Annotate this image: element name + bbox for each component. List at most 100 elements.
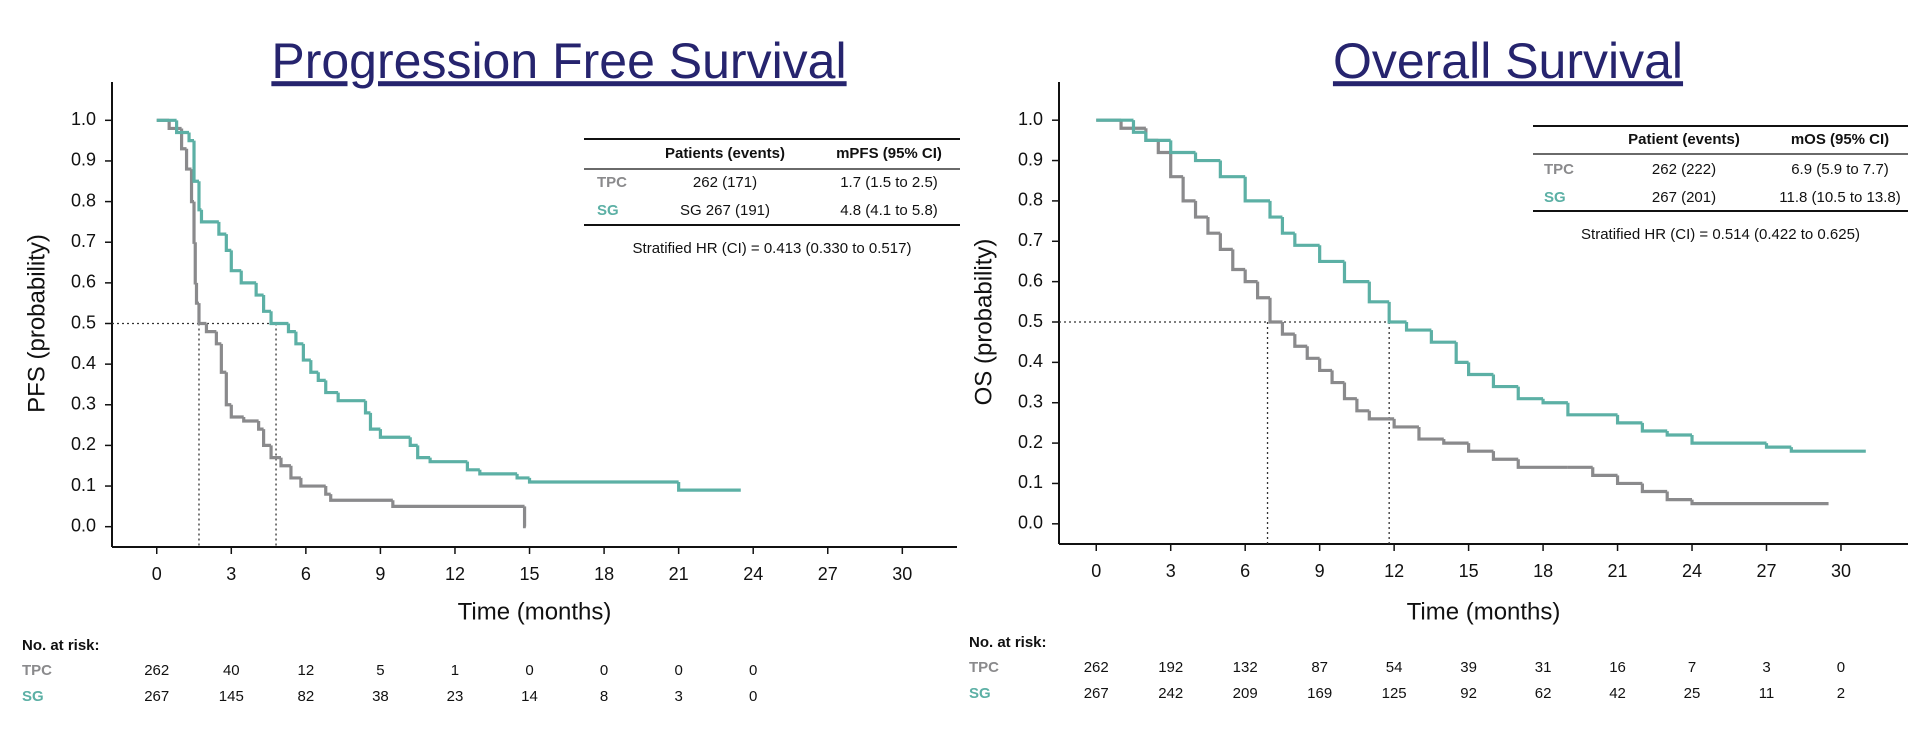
curve-step xyxy=(286,323,296,334)
curve-step xyxy=(199,209,219,224)
at-risk-count: 25 xyxy=(1684,685,1701,702)
curve-step xyxy=(1541,398,1568,405)
curve-step xyxy=(1491,374,1519,389)
curve-step xyxy=(1156,140,1171,155)
table-header: Patients (events) xyxy=(665,145,785,162)
curve-step xyxy=(391,500,525,508)
at-risk-count: 16 xyxy=(1609,659,1626,676)
at-risk-count: 39 xyxy=(1460,659,1477,676)
curve-step xyxy=(1206,217,1221,235)
x-tick-label: 15 xyxy=(1459,561,1479,581)
at-risk-row-label: SG xyxy=(969,685,991,702)
curve-step xyxy=(1690,435,1767,445)
at-risk-count: 262 xyxy=(1084,659,1109,676)
curve-step xyxy=(677,481,741,492)
x-tick-label: 18 xyxy=(1533,561,1553,581)
curve-step xyxy=(1268,297,1283,324)
curve-step xyxy=(1615,414,1643,425)
table-row-label: TPC xyxy=(1544,161,1574,178)
curve-step xyxy=(262,429,272,448)
at-risk-count: 40 xyxy=(223,662,240,679)
curve-step xyxy=(1516,386,1544,401)
at-risk-count: 92 xyxy=(1460,685,1477,702)
curve-step xyxy=(219,343,227,374)
curve-step xyxy=(1218,160,1246,179)
x-tick-label: 30 xyxy=(892,564,912,584)
table-header: Patient (events) xyxy=(1628,131,1740,148)
survival-curve xyxy=(156,118,741,492)
at-risk-count: 54 xyxy=(1386,659,1403,676)
curve-step xyxy=(1119,120,1146,130)
curve-step xyxy=(1293,334,1308,348)
x-tick-label: 6 xyxy=(301,564,311,584)
at-risk-count: 3 xyxy=(1762,659,1770,676)
curve-step xyxy=(408,437,418,448)
curve-step xyxy=(1293,233,1320,247)
at-risk-count: 0 xyxy=(749,688,757,705)
x-tick-label: 12 xyxy=(1384,561,1404,581)
curve-step xyxy=(416,445,431,460)
curve-step xyxy=(1318,245,1345,264)
curve-step xyxy=(194,282,199,305)
at-risk-count: 242 xyxy=(1158,685,1183,702)
at-risk-heading: No. at risk: xyxy=(22,637,100,654)
at-risk-count: 12 xyxy=(298,662,315,679)
curve-step xyxy=(1169,140,1196,155)
curve-step xyxy=(1367,281,1390,304)
curve-step xyxy=(1467,443,1494,453)
curve-step xyxy=(1387,301,1407,324)
curve-step xyxy=(1566,402,1618,417)
table-cell: 262 (222) xyxy=(1652,161,1716,178)
curve-step xyxy=(1218,233,1233,251)
curve-step xyxy=(175,120,190,135)
curve-step xyxy=(279,457,291,468)
curve-step xyxy=(1665,491,1693,502)
at-risk-count: 125 xyxy=(1382,685,1407,702)
curve-step xyxy=(224,234,232,252)
at-risk-count: 267 xyxy=(144,688,169,705)
y-tick-label: 0.8 xyxy=(71,190,96,210)
curve-step xyxy=(1491,451,1519,461)
at-risk-count: 0 xyxy=(1837,659,1845,676)
curve-step xyxy=(1268,200,1283,219)
curve-step xyxy=(204,323,217,334)
curve-step xyxy=(1318,358,1333,373)
curve-step xyxy=(184,148,192,171)
curve-step xyxy=(192,201,196,244)
y-axis-label: OS (probability) xyxy=(970,239,997,406)
curve-step xyxy=(289,465,301,480)
y-tick-label: 0.4 xyxy=(71,353,96,373)
y-tick-label: 0.2 xyxy=(1018,432,1043,452)
y-tick-label: 0.6 xyxy=(71,272,96,292)
y-tick-label: 0.7 xyxy=(1018,230,1043,250)
curve-step xyxy=(1392,418,1419,429)
x-tick-label: 27 xyxy=(818,564,838,584)
at-risk-count: 23 xyxy=(447,688,464,705)
x-tick-label: 9 xyxy=(375,564,385,584)
y-tick-label: 0.1 xyxy=(1018,472,1043,492)
at-risk-count: 132 xyxy=(1233,659,1258,676)
x-tick-label: 3 xyxy=(1166,561,1176,581)
curve-step xyxy=(478,469,518,476)
curve-step xyxy=(324,380,339,395)
curve-step xyxy=(1355,398,1370,413)
curve-step xyxy=(1342,382,1357,401)
curve-step xyxy=(197,303,207,326)
at-risk-row-label: TPC xyxy=(22,662,52,679)
at-risk-count: 2 xyxy=(1837,685,1845,702)
curve-step xyxy=(299,477,326,488)
curve-step xyxy=(527,477,679,484)
curve-step xyxy=(1330,370,1345,385)
curve-step xyxy=(1169,152,1184,179)
curve-step xyxy=(269,445,281,460)
x-tick-label: 12 xyxy=(445,564,465,584)
curve-step xyxy=(1764,443,1792,449)
x-tick-label: 24 xyxy=(743,564,763,584)
hazard-ratio-note: Stratified HR (CI) = 0.514 (0.422 to 0.6… xyxy=(1581,226,1860,243)
curve-step xyxy=(1243,269,1258,284)
x-tick-label: 21 xyxy=(1608,561,1628,581)
curve-step xyxy=(1640,422,1668,433)
y-tick-label: 0.3 xyxy=(1018,391,1043,411)
survival-curve xyxy=(1096,118,1829,506)
y-tick-label: 0.0 xyxy=(71,515,96,535)
